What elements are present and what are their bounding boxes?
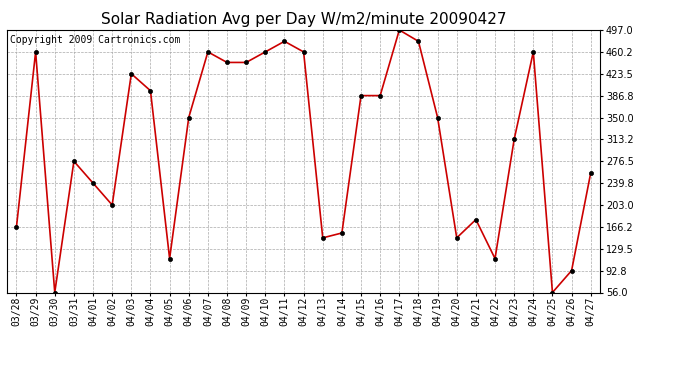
Title: Solar Radiation Avg per Day W/m2/minute 20090427: Solar Radiation Avg per Day W/m2/minute …	[101, 12, 506, 27]
Text: Copyright 2009 Cartronics.com: Copyright 2009 Cartronics.com	[10, 35, 180, 45]
